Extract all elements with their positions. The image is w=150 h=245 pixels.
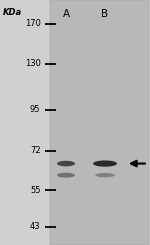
Bar	[50, 0, 148, 245]
Ellipse shape	[57, 161, 75, 166]
Text: 130: 130	[25, 59, 40, 68]
Text: 170: 170	[25, 19, 40, 28]
Ellipse shape	[93, 160, 117, 167]
Text: KDa: KDa	[3, 8, 22, 17]
Text: 95: 95	[30, 105, 40, 114]
Ellipse shape	[95, 173, 115, 177]
Ellipse shape	[57, 173, 75, 178]
Text: 43: 43	[30, 222, 40, 231]
Text: 55: 55	[30, 186, 40, 195]
Text: 72: 72	[30, 146, 40, 155]
Text: A: A	[62, 9, 70, 19]
Text: B: B	[101, 9, 109, 19]
